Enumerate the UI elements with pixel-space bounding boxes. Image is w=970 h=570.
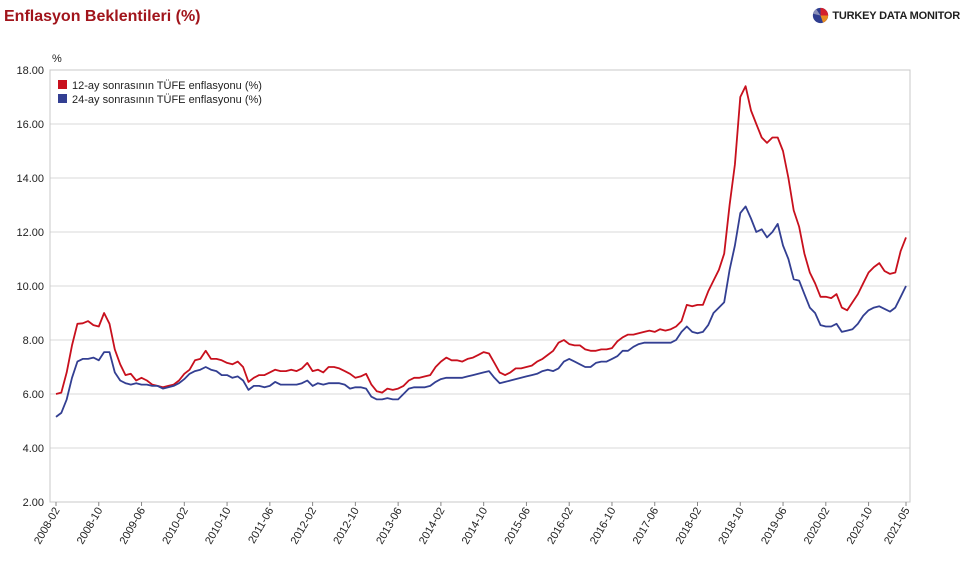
- x-tick-label: 2008-10: [75, 506, 106, 547]
- x-tick-label: 2018-02: [674, 506, 705, 547]
- y-tick-label: 14.00: [16, 173, 44, 185]
- x-tick-label: 2013-06: [374, 506, 405, 547]
- x-tick-label: 2020-10: [845, 506, 876, 547]
- y-tick-label: 2.00: [23, 497, 44, 509]
- plot-border: [49, 69, 911, 503]
- y-tick-label: 4.00: [23, 443, 44, 455]
- pie-chart-logo-icon: [813, 7, 829, 24]
- x-tick-label: 2010-02: [160, 506, 191, 547]
- series-line-12m: [55, 85, 907, 395]
- y-axis-ticks: 2.00 4.00 6.00 8.00 10.00 12.00 14.00 16.00 18.0…: [16, 65, 44, 509]
- legend-label: 24-ay sonrasının TÜFE enflasyonu (%): [72, 94, 262, 106]
- x-tick-label: 2016-02: [545, 506, 576, 547]
- y-tick-label: 6.00: [23, 389, 44, 401]
- page-title: Enflasyon Beklentileri (%): [4, 8, 201, 25]
- brand-logo: TURKEY DATA MONITOR: [812, 7, 960, 24]
- x-tick-label: 2019-06: [759, 506, 790, 547]
- x-tick-label: 2014-02: [417, 506, 448, 547]
- legend: 12-ay sonrasının TÜFE enflasyonu (%) 24-a…: [58, 80, 262, 106]
- y-tick-label: 10.00: [16, 281, 44, 293]
- x-tick-label: 2014-10: [460, 506, 491, 547]
- x-axis-ticks: 2008-02 2008-10 2009-06 2010-02 2010-10 2011-…: [32, 502, 913, 546]
- x-tick-label: 2017-06: [631, 506, 662, 547]
- y-axis-label: %: [52, 53, 62, 65]
- x-tick-label: 2020-02: [802, 506, 833, 547]
- y-tick-label: 8.00: [23, 335, 44, 347]
- x-tick-label: 2012-10: [331, 506, 362, 547]
- legend-swatch: [58, 94, 67, 103]
- brand-name: TURKEY DATA MONITOR: [832, 9, 960, 22]
- legend-swatch: [58, 80, 67, 89]
- y-tick-label: 16.00: [16, 119, 44, 131]
- x-tick-label: 2018-10: [716, 506, 747, 547]
- x-tick-label: 2011-06: [246, 506, 276, 546]
- x-tick-label: 2015-06: [502, 506, 533, 547]
- series-line-24m: [55, 205, 907, 418]
- x-tick-label: 2008-02: [32, 506, 63, 547]
- x-tick-label: 2021-05: [882, 506, 913, 547]
- x-tick-label: 2012-02: [289, 506, 320, 547]
- series-lines: [55, 85, 907, 418]
- x-tick-label: 2009-06: [118, 506, 149, 547]
- y-tick-label: 18.00: [16, 65, 44, 77]
- y-tick-label: 12.00: [16, 227, 44, 239]
- legend-label: 12-ay sonrasının TÜFE enflasyonu (%): [72, 80, 262, 92]
- grid-lines: [50, 69, 910, 503]
- x-tick-label: 2016-10: [588, 506, 619, 547]
- x-tick-label: 2010-10: [203, 506, 234, 547]
